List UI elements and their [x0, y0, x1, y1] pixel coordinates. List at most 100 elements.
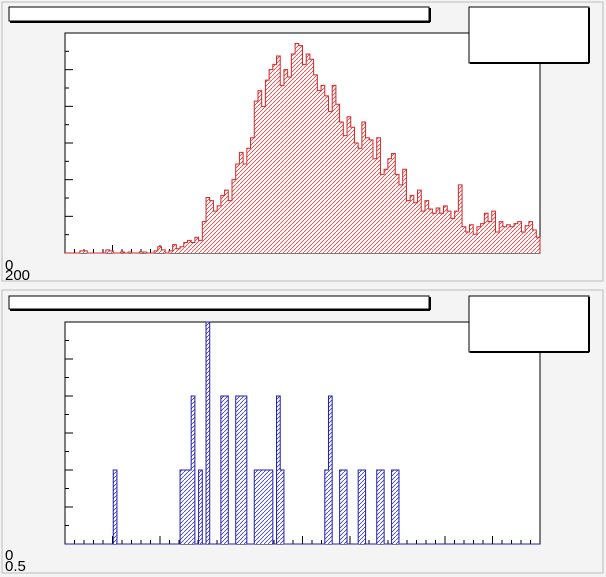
top-histogram-bar — [194, 237, 199, 253]
bottom-histogram — [65, 321, 540, 545]
top-histogram-bar — [380, 174, 385, 253]
top-histogram-bar — [332, 85, 336, 253]
top-histogram-bar — [510, 226, 515, 253]
top-histogram-bar — [369, 139, 374, 253]
top-histogram-bar — [213, 211, 218, 253]
top-histogram-bar — [361, 122, 366, 253]
top-histogram-bar — [224, 190, 229, 253]
top-histogram-bar — [376, 137, 381, 253]
top-histogram-bar — [295, 43, 299, 253]
top-histogram-bar — [254, 101, 258, 253]
top-histogram-bar — [339, 122, 344, 253]
bottom-axis-ticks — [64, 321, 541, 545]
top-histogram-bar — [521, 232, 526, 253]
top-histogram-bar — [220, 195, 225, 253]
bottom-histogram-bar — [220, 396, 225, 544]
top-histogram-bar — [209, 200, 214, 253]
top-histogram-outline — [65, 42, 541, 254]
bottom-histogram-bar — [113, 470, 117, 544]
top-pad-title-box — [8, 6, 430, 22]
top-histogram-bar — [287, 77, 292, 253]
top-histogram-bar — [365, 137, 370, 253]
bottom-y-tick-label-0-5: 0.5 — [5, 558, 26, 575]
top-histogram-bar — [139, 251, 143, 253]
bottom-histogram-bar — [395, 470, 399, 544]
top-histogram-bar — [506, 224, 511, 253]
top-histogram-bar — [458, 184, 463, 253]
bottom-histogram-bar — [339, 470, 344, 544]
top-histogram-bar — [454, 211, 459, 253]
bottom-stats-box — [468, 295, 590, 353]
top-histogram-bar — [465, 232, 470, 253]
top-histogram-bar — [324, 95, 329, 253]
top-histogram-bar — [183, 242, 188, 253]
top-histogram-bar — [142, 251, 147, 253]
top-histogram-bar — [109, 250, 114, 253]
top-histogram-bar — [517, 221, 522, 253]
top-histogram-bar — [206, 197, 210, 253]
bottom-histogram-bar — [235, 396, 240, 544]
top-pad: 0 200 — [1, 1, 604, 284]
top-y-tick-label-200: 200 — [5, 267, 30, 284]
top-histogram-bar — [291, 53, 296, 254]
top-histogram-bar — [172, 244, 177, 253]
top-histogram-bar — [387, 158, 392, 253]
bottom-histogram-outline — [65, 321, 540, 545]
bottom-histogram-bar — [280, 470, 284, 544]
top-histogram-bar — [421, 211, 425, 253]
bottom-histogram-bar — [261, 470, 266, 544]
top-histogram-bar — [484, 213, 489, 253]
top-histogram-bar — [231, 179, 236, 253]
bottom-histogram-bar — [198, 470, 203, 544]
top-histogram-bar — [395, 174, 399, 253]
top-histogram-bar — [347, 116, 351, 253]
top-histogram-bar — [335, 104, 340, 253]
top-histogram-bar — [276, 56, 281, 253]
top-histogram-bar — [79, 250, 84, 253]
top-histogram-bar — [269, 69, 273, 254]
bottom-plot-frame — [64, 321, 541, 545]
bottom-histogram-bar — [243, 396, 247, 544]
top-histogram-bar — [450, 218, 455, 253]
bottom-histogram-bar — [257, 470, 262, 544]
top-histogram-bar — [373, 158, 377, 253]
top-histogram — [65, 42, 541, 254]
top-histogram-bar — [120, 251, 125, 253]
top-histogram-bar — [532, 229, 537, 253]
top-histogram-bar — [525, 225, 529, 253]
bottom-histogram-bar — [183, 470, 188, 544]
top-histogram-bar — [410, 195, 414, 253]
bottom-histogram-bar — [343, 470, 348, 544]
top-histogram-bar — [447, 211, 451, 253]
top-histogram-bar — [265, 80, 270, 254]
bottom-histogram-bar — [239, 396, 244, 544]
top-histogram-bar — [432, 213, 437, 253]
bottom-histogram-bar — [224, 396, 229, 544]
top-histogram-bar — [328, 111, 333, 253]
top-histogram-bar — [191, 242, 195, 253]
bottom-histogram-bar — [254, 470, 258, 544]
top-histogram-bar — [398, 184, 403, 253]
top-histogram-bar — [83, 250, 88, 253]
top-histogram-bar — [424, 200, 429, 253]
bottom-histogram-bar — [391, 470, 396, 544]
top-histogram-bar — [198, 240, 203, 253]
top-histogram-bar — [272, 64, 277, 253]
top-histogram-bar — [321, 85, 325, 253]
top-histogram-bar — [358, 148, 362, 253]
top-histogram-bar — [239, 152, 244, 253]
top-histogram-bar — [491, 211, 496, 253]
top-histogram-bar — [168, 250, 173, 253]
top-histogram-bar — [202, 221, 207, 253]
top-histogram-bar — [436, 207, 440, 253]
top-histogram-bar — [187, 240, 192, 253]
top-histogram-bar — [298, 45, 303, 254]
top-histogram-bar — [514, 223, 518, 253]
bottom-histogram-bar — [187, 470, 192, 544]
bottom-histogram-bar — [206, 322, 210, 544]
top-histogram-bar — [476, 226, 481, 253]
top-histogram-bar — [417, 190, 422, 253]
top-histogram-bar — [384, 169, 388, 253]
top-histogram-bar — [257, 90, 262, 253]
